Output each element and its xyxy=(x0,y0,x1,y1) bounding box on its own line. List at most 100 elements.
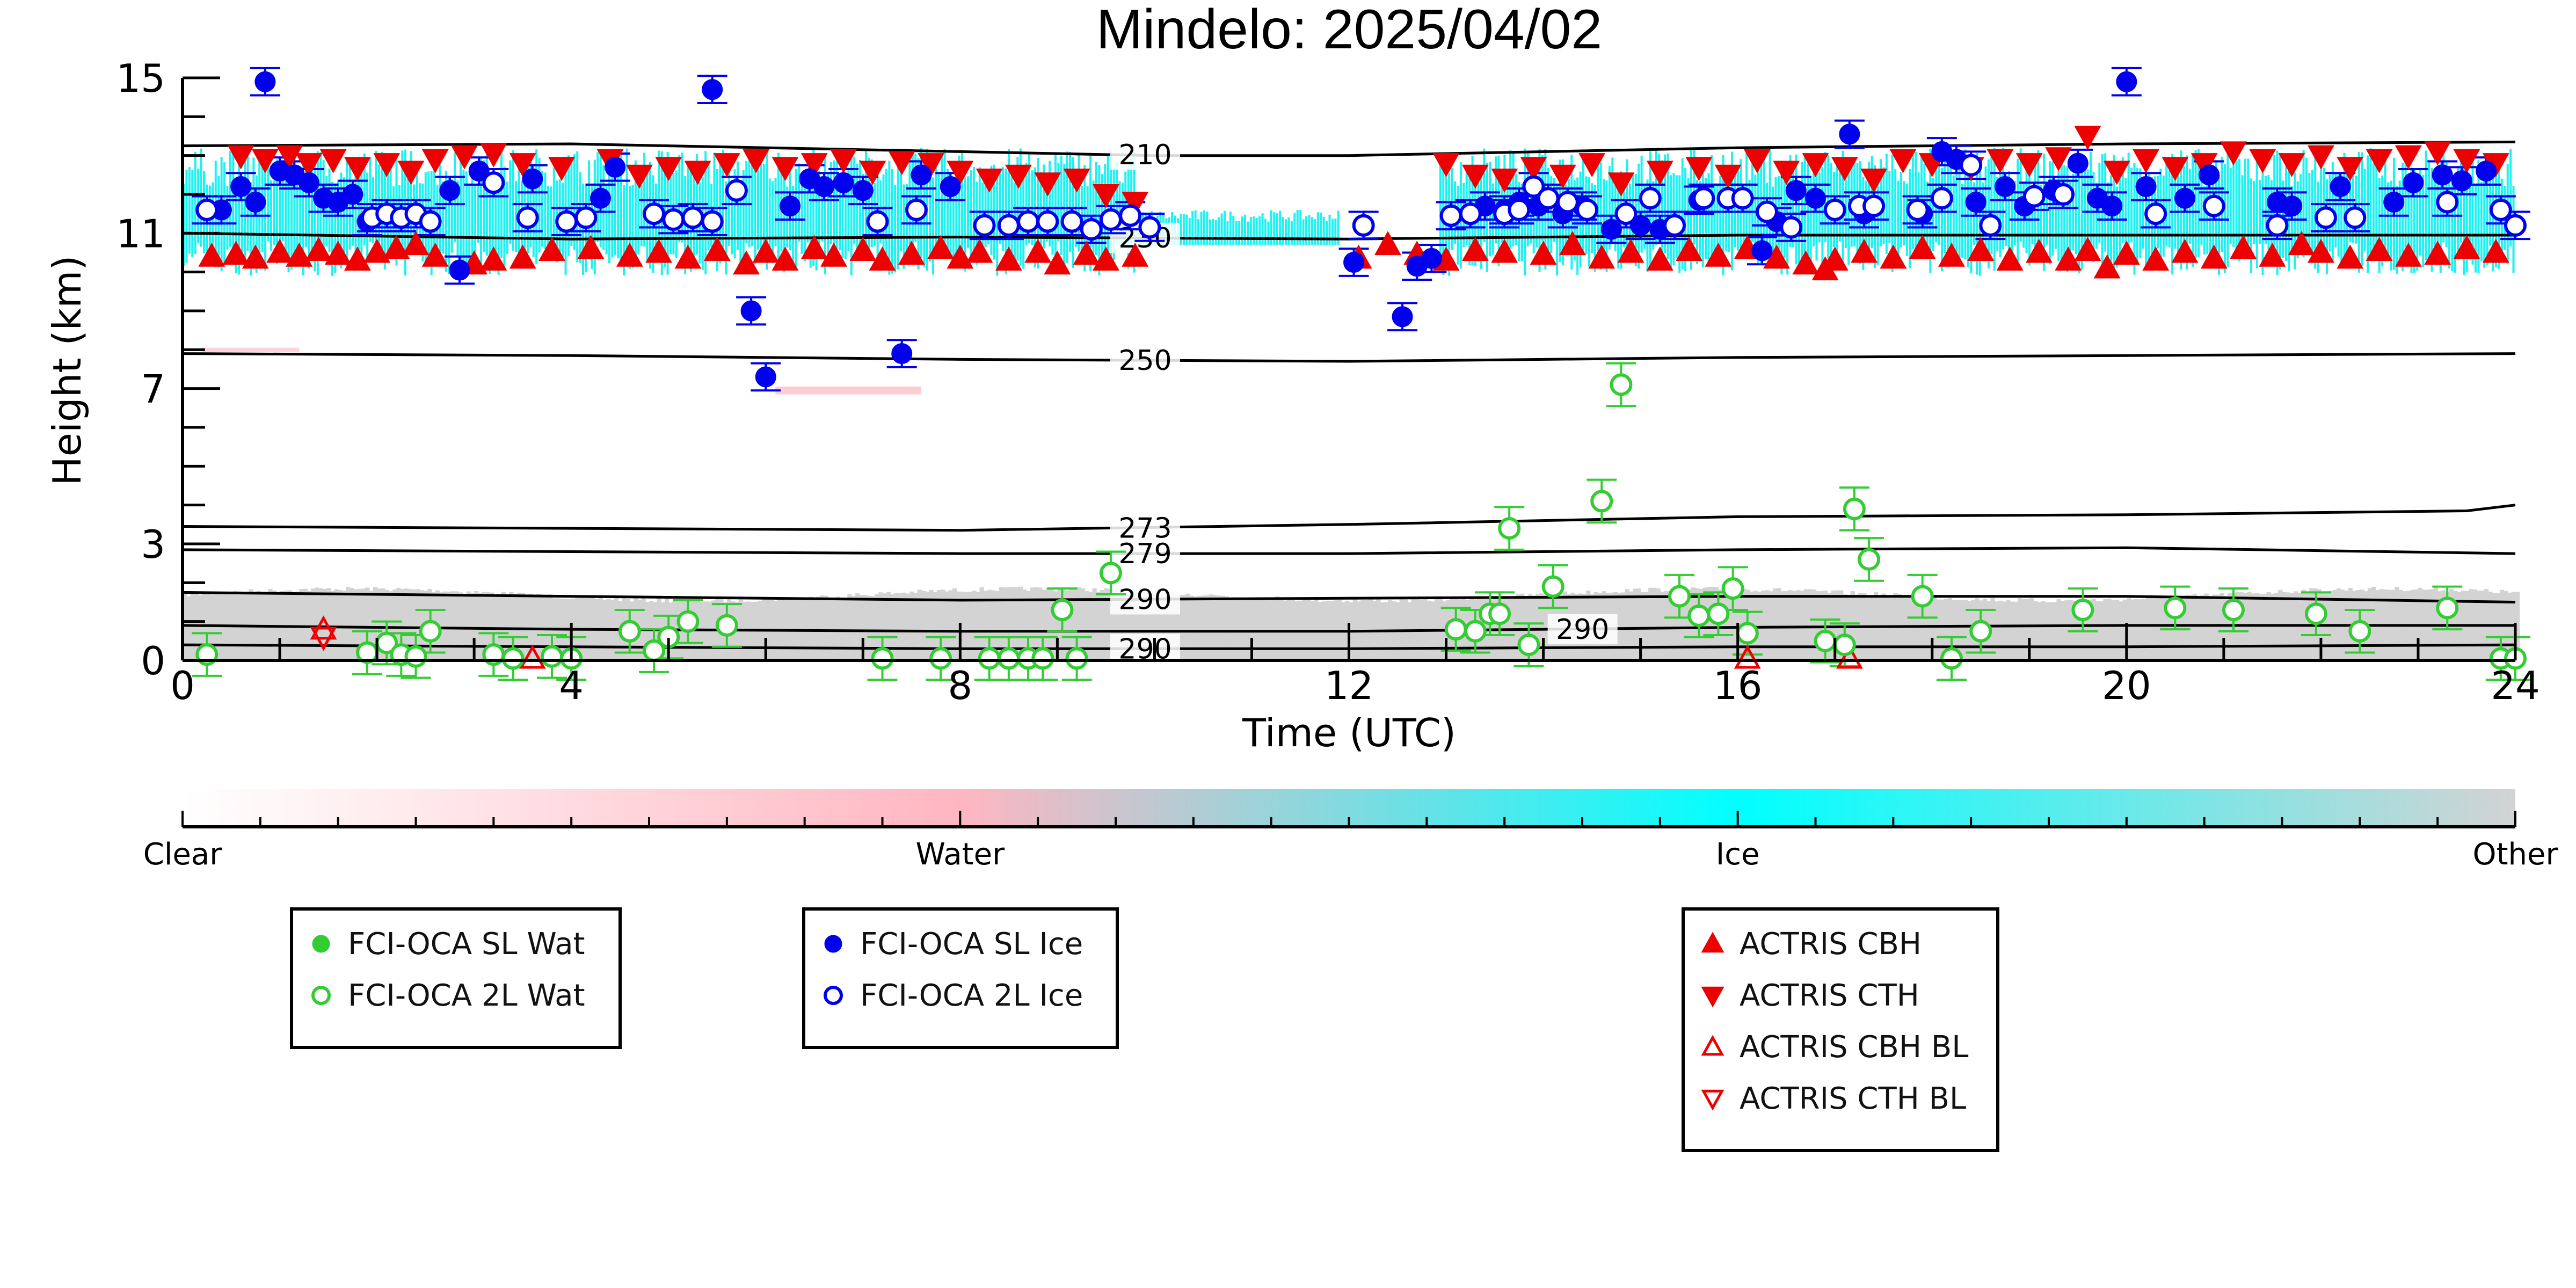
marker xyxy=(2314,206,2337,229)
marker xyxy=(2116,71,2137,92)
marker xyxy=(1763,244,1791,269)
marker xyxy=(198,242,225,267)
curtain-other xyxy=(2041,601,2046,660)
marker xyxy=(522,168,543,190)
marker xyxy=(1967,237,1995,261)
curtain-other xyxy=(1656,588,1661,660)
marker xyxy=(1119,204,1142,227)
curtain-ice xyxy=(2054,180,2057,249)
curtain-other xyxy=(964,592,969,660)
marker xyxy=(703,237,731,261)
curtain-ice xyxy=(363,153,366,245)
curtain-other xyxy=(1279,598,1284,660)
curtain-other xyxy=(1259,598,1264,660)
y-tick-label: 11 xyxy=(116,211,165,256)
curtain-ice xyxy=(937,172,940,246)
marker xyxy=(1755,200,1778,223)
curtain-ice xyxy=(241,176,243,259)
marker xyxy=(254,71,276,92)
x-tick-label: 8 xyxy=(948,663,972,708)
curtain-ice xyxy=(500,149,503,258)
curtain-ice xyxy=(1197,219,1200,245)
curtain-ice xyxy=(768,178,771,251)
marker xyxy=(1701,986,1724,1008)
marker xyxy=(468,161,490,182)
curtain-other xyxy=(459,592,463,660)
curtain-ice xyxy=(1961,184,1964,258)
curtain-ice xyxy=(1182,214,1185,245)
curtain-ice xyxy=(1480,176,1482,269)
curtain-ice xyxy=(1847,168,1850,265)
curtain-ice xyxy=(1973,182,1975,245)
marker xyxy=(1979,214,2002,237)
curtain-ice xyxy=(2428,162,2431,263)
curtain-ice xyxy=(2063,165,2066,263)
curtain-ice xyxy=(2049,161,2051,265)
curtain-ice xyxy=(2451,175,2454,272)
curtain-other xyxy=(1687,589,1692,660)
curtain-ice xyxy=(1083,165,1086,272)
curtain-ice xyxy=(1722,155,1724,276)
curtain-other xyxy=(1901,597,1906,660)
marker xyxy=(1751,240,1773,261)
curtain-ice xyxy=(1282,217,1284,245)
curtain-other xyxy=(797,597,802,660)
marker xyxy=(655,157,682,181)
curtain-ice xyxy=(346,158,348,267)
marker xyxy=(1930,187,1953,210)
curtain-ice xyxy=(2060,149,2063,271)
curtain-ice xyxy=(1308,215,1311,245)
curtain-other xyxy=(466,591,471,660)
curtain-other xyxy=(886,592,891,660)
curtain-other xyxy=(416,589,420,660)
marker xyxy=(2220,141,2247,166)
curtain-ice xyxy=(1789,155,1792,248)
curtain-ice xyxy=(839,186,841,251)
legend-marker-icon xyxy=(1701,1089,1724,1111)
curtain-ice xyxy=(2218,174,2221,275)
marker xyxy=(2144,202,2167,225)
marker xyxy=(1701,932,1724,953)
curtain-ice xyxy=(1326,221,1328,245)
legend-marker-icon xyxy=(824,986,843,1005)
curtain-other xyxy=(952,588,957,660)
curtain-other xyxy=(979,587,984,660)
curtain-other xyxy=(820,595,825,660)
curtain-other xyxy=(470,593,475,660)
curtain-other xyxy=(995,591,1000,660)
curtain-other xyxy=(1536,594,1540,660)
marker xyxy=(1588,244,1616,269)
marker xyxy=(898,241,925,265)
curtain-ice xyxy=(2046,183,2048,245)
curtain-other xyxy=(847,594,852,660)
curtain-other xyxy=(1835,590,1839,660)
isotherm-label-bg xyxy=(1110,513,1180,543)
curtain-ice xyxy=(465,171,468,265)
marker xyxy=(501,647,525,670)
marker xyxy=(2222,598,2245,621)
curtain-ice xyxy=(2136,168,2138,261)
curtain-ice xyxy=(608,168,610,264)
marker xyxy=(1005,164,1032,189)
curtain-other xyxy=(1683,588,1688,660)
curtain-ice xyxy=(1661,160,1663,252)
curtain-other xyxy=(1792,591,1797,660)
curtain-ice xyxy=(2402,163,2404,271)
curtain-other xyxy=(863,595,868,660)
curtain-ice xyxy=(1999,157,2002,257)
curtain-other xyxy=(2395,586,2399,660)
curtain-other xyxy=(2115,600,2120,660)
curtain-other xyxy=(835,596,840,660)
marker xyxy=(421,149,449,173)
marker xyxy=(1461,164,1489,189)
isotherm-label-bg xyxy=(1110,584,1180,615)
curtain-ice xyxy=(287,180,290,273)
curtain-other xyxy=(991,590,996,660)
curtain-ice xyxy=(1314,219,1316,245)
curtain-ice xyxy=(2069,181,2072,254)
curtain-ice xyxy=(2474,185,2477,273)
curtain-ice xyxy=(1037,157,1039,269)
marker xyxy=(1823,198,1846,221)
legend-item: ACTRIS CTH xyxy=(1700,978,1919,1013)
curtain-ice xyxy=(1932,178,1934,251)
